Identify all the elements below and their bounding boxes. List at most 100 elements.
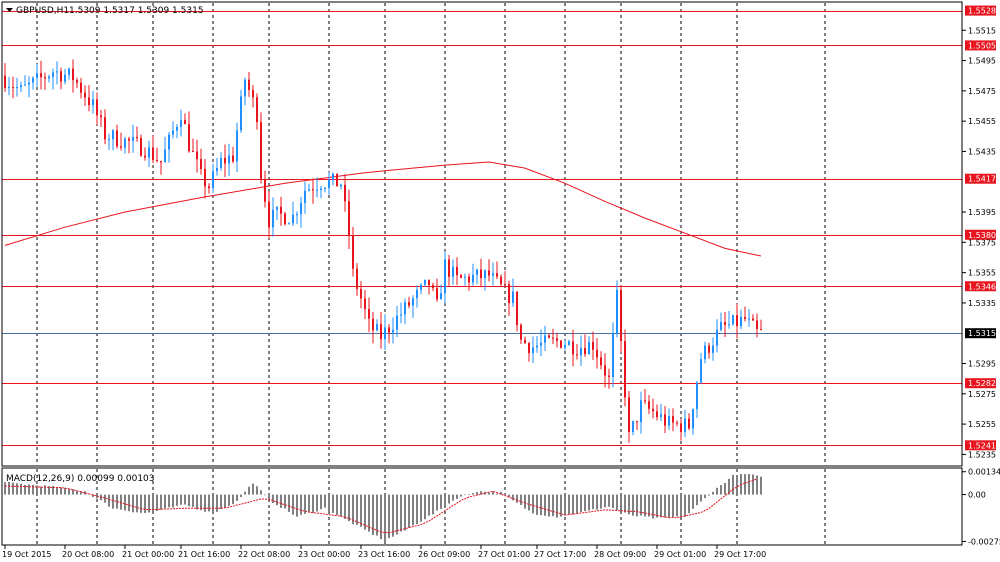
candle[interactable] [656,404,658,421]
candle[interactable] [508,280,510,316]
candle[interactable] [236,122,238,172]
candle[interactable] [100,109,102,127]
candle[interactable] [724,311,726,338]
candle[interactable] [56,61,58,85]
candle[interactable] [436,278,438,302]
candle[interactable] [132,124,134,153]
candle[interactable] [284,211,286,226]
candle[interactable] [652,398,654,419]
candle[interactable] [276,206,278,221]
candle[interactable] [440,284,442,300]
candle[interactable] [264,170,266,208]
candle[interactable] [648,395,650,415]
candle[interactable] [92,90,94,114]
candle[interactable] [580,335,582,366]
candle[interactable] [568,339,570,346]
candle[interactable] [72,59,74,93]
candle[interactable] [24,75,26,86]
candle[interactable] [664,405,666,434]
candle[interactable] [676,420,678,427]
candle[interactable] [672,408,674,432]
candle[interactable] [444,251,446,304]
candle[interactable] [356,263,358,296]
candle[interactable] [400,302,402,324]
candle[interactable] [484,269,486,291]
candle[interactable] [292,201,294,226]
chart-header[interactable]: GBPUSD,H1 1.5309 1.5317 1.5309 1.5315 [6,6,204,16]
candle[interactable] [248,72,250,97]
candle[interactable] [220,152,222,171]
candle[interactable] [300,196,302,228]
candle[interactable] [700,352,702,384]
candle[interactable] [368,297,370,333]
candle[interactable] [500,274,502,286]
candle[interactable] [704,341,706,364]
candle[interactable] [200,148,202,175]
candle[interactable] [528,341,530,362]
candle[interactable] [76,77,78,89]
candle[interactable] [684,409,686,438]
candle[interactable] [348,189,350,250]
candle[interactable] [224,144,226,178]
candle[interactable] [552,328,554,345]
candle[interactable] [468,273,470,291]
candle[interactable] [364,289,366,319]
candle[interactable] [344,174,346,212]
candle[interactable] [524,336,526,344]
candle[interactable] [320,185,322,199]
candle[interactable] [180,109,182,137]
candle[interactable] [680,418,682,441]
candle[interactable] [636,420,638,430]
candle[interactable] [188,111,190,153]
candle[interactable] [36,63,38,87]
candle[interactable] [372,312,374,344]
candle[interactable] [304,181,306,214]
candle[interactable] [12,76,14,99]
candle[interactable] [128,136,130,154]
candle[interactable] [448,254,450,287]
candle[interactable] [108,133,110,151]
candle[interactable] [112,128,114,151]
candle[interactable] [480,258,482,288]
candle[interactable] [628,391,630,443]
candle[interactable] [532,336,534,364]
macd-panel[interactable] [4,474,762,541]
candle[interactable] [16,77,18,97]
price-panel[interactable] [2,11,962,446]
candle[interactable] [464,273,466,286]
candle[interactable] [196,139,198,173]
candle[interactable] [572,329,574,367]
candle[interactable] [504,271,506,286]
candle[interactable] [288,222,290,225]
candle[interactable] [60,67,62,90]
candle[interactable] [280,196,282,226]
candle[interactable] [540,329,542,357]
candle[interactable] [476,268,478,285]
candle[interactable] [148,140,150,167]
candle[interactable] [144,147,146,161]
candle[interactable] [612,322,614,388]
candle[interactable] [252,85,254,108]
candle[interactable] [140,134,142,157]
candle[interactable] [240,89,242,133]
candle[interactable] [84,85,86,106]
candle[interactable] [336,173,338,187]
candle[interactable] [80,77,82,99]
candle[interactable] [396,305,398,338]
candle[interactable] [732,314,734,326]
candle[interactable] [492,262,494,286]
candle[interactable] [556,332,558,348]
candle[interactable] [164,136,166,163]
candle[interactable] [312,178,314,204]
candle[interactable] [432,282,434,292]
candle[interactable] [760,319,762,331]
candle[interactable] [600,351,602,370]
candle[interactable] [620,285,622,353]
candle[interactable] [204,159,206,199]
candle[interactable] [488,259,490,282]
candle[interactable] [592,331,594,361]
candle[interactable] [708,342,710,359]
candle[interactable] [124,136,126,154]
candle[interactable] [380,312,382,349]
candle[interactable] [360,281,362,309]
